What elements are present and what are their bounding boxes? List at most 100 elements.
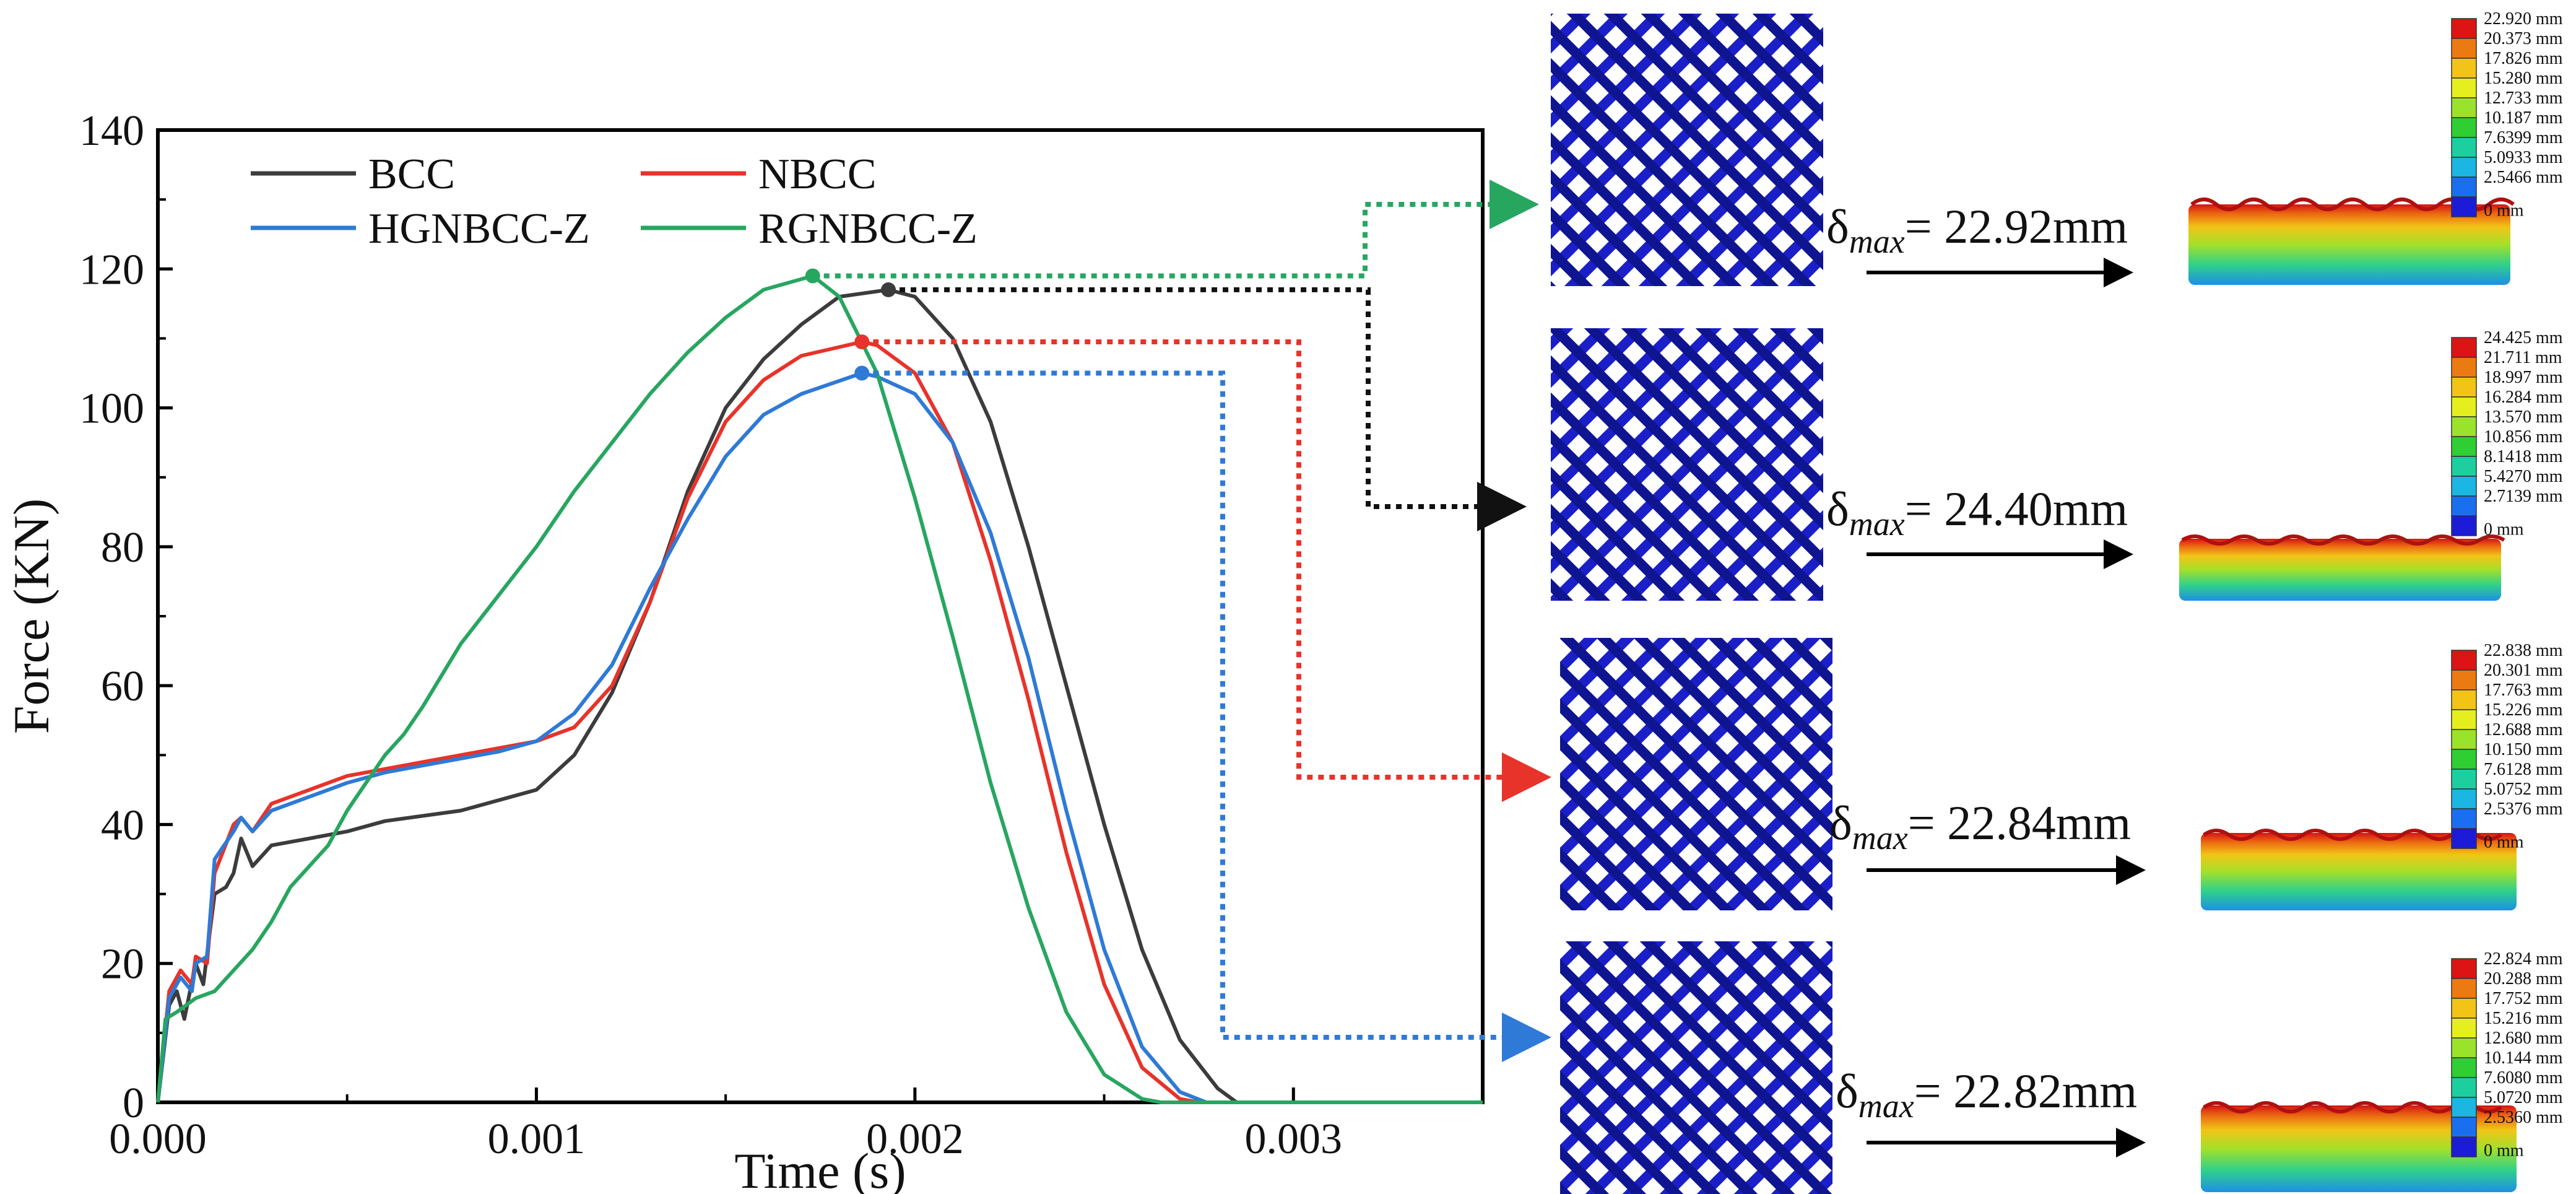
colorbar-label: 10.187 mm [2484,108,2563,128]
colorbar-label: 2.5376 mm [2484,800,2563,819]
colorbar-label: 18.997 mm [2484,368,2563,387]
colorbar-label: 7.6080 mm [2484,1068,2563,1087]
colorbar-segment [2451,998,2477,1019]
peak-connector-bcc [888,287,1527,531]
colorbar-label: 15.226 mm [2484,700,2563,720]
axis-ticks [156,128,1295,1104]
colorbar-label: 2.5360 mm [2484,1108,2563,1127]
x-tick-label: 0.003 [1245,1115,1343,1163]
colorbar-label: 20.373 mm [2484,29,2563,48]
colorbar-label: 15.216 mm [2484,1009,2563,1028]
y-tick-label: 0 [123,1079,144,1127]
colorbar-segment [2451,788,2477,809]
delta-max-label: δmax= 24.40mm [1826,482,2128,543]
colorbar-label: 5.4270 mm [2484,467,2563,486]
x-tick-label: 0.000 [109,1115,207,1163]
colorbar-segment [2451,495,2477,516]
colorbar-segment [2451,515,2477,536]
x-tick-label: 0.001 [488,1115,586,1163]
colorbar-segment [2451,38,2477,59]
colorbar-segment [2451,709,2477,730]
colorbar-segment [2451,436,2477,457]
colorbar-label: 15.280 mm [2484,69,2563,88]
colorbar-segment [2451,377,2477,398]
series-line-bcc [156,287,1483,1104]
force-time-chart: 0.000 0.001 0.002 0.003 0 20 40 60 80 100 120 140 T… [3,107,1551,1194]
lattice-image [1551,14,1823,286]
colorbar-segment [2451,978,2477,999]
y-tick-label: 120 [79,246,144,294]
colorbar-segment [2451,1018,2477,1039]
colorbar-label: 17.752 mm [2484,989,2563,1008]
colorbar-segment [2451,1077,2477,1098]
colorbar-segment [2451,97,2477,118]
colorbar-segment [2451,769,2477,790]
legend-label-nbcc: NBCC [758,150,877,198]
y-tick-label: 140 [79,107,144,155]
colorbar-segment [2451,476,2477,497]
colorbar-label: 8.1418 mm [2484,447,2563,466]
colorbar-label: 10.856 mm [2484,427,2563,447]
colorbar-segment [2451,117,2477,138]
colorbar-segment [2451,137,2477,158]
colorbar-label: 21.711 mm [2484,348,2562,367]
colorbar-segment [2451,337,2477,358]
colorbar-segment [2451,1037,2477,1058]
colorbar-segment [2451,1097,2477,1118]
y-tick-label: 80 [101,524,144,572]
colorbar-label: 0 mm [2484,832,2524,852]
x-axis-title: Time (s) [734,1143,906,1194]
y-tick-label: 20 [101,941,144,988]
colorbar-segment [2451,58,2477,79]
colorbar-label: 5.0752 mm [2484,780,2563,799]
colorbar-segment [2451,357,2477,378]
colorbar-label: 5.0720 mm [2484,1088,2563,1107]
delta-max-label: δmax= 22.92mm [1826,199,2128,260]
colorbar-segment [2451,77,2477,98]
peak-connectors [812,180,1551,1062]
colorbar-label: 17.826 mm [2484,49,2563,68]
colorbar-label: 22.920 mm [2484,9,2563,28]
legend-label-hgnbcc-z: HGNBCC-Z [368,205,590,253]
series-line-nbcc [156,340,1483,1104]
peak-markers [805,268,896,381]
colorbar-segment [2451,1136,2477,1157]
peak-marker-nbcc [854,334,870,350]
colorbar-label: 10.144 mm [2484,1048,2563,1068]
colorbar-label: 24.425 mm [2484,328,2563,347]
lattice-image [1560,638,1832,910]
colorbar-label: 22.824 mm [2484,949,2563,969]
peak-connector-rgnbcc-z [812,180,1539,279]
colorbar-label: 7.6128 mm [2484,760,2563,779]
colorbar-segment [2451,650,2477,671]
lattice-image [1551,328,1823,601]
colorbar-label: 12.733 mm [2484,89,2563,108]
y-axis-title: Force (KN) [3,499,59,734]
colorbar-segment [2451,176,2477,198]
colorbar-label: 10.150 mm [2484,740,2563,759]
colorbar-label: 2.7139 mm [2484,487,2563,506]
colorbar-segment [2451,808,2477,829]
colorbar-segment [2451,689,2477,710]
colorbar-label: 0 mm [2484,201,2524,220]
colorbar-segment [2451,456,2477,477]
colorbar-label: 17.763 mm [2484,681,2563,700]
series-lines [156,274,1483,1104]
colorbar-segment [2451,196,2477,217]
colorbar-segment [2451,416,2477,437]
colorbar-label: 20.301 mm [2484,661,2563,680]
peak-marker-rgnbcc-z [805,268,820,284]
colorbar-label: 13.570 mm [2484,407,2563,427]
colorbar-label: 7.6399 mm [2484,128,2563,147]
colorbar-label: 20.288 mm [2484,969,2563,988]
tick-labels: 0.000 0.001 0.002 0.003 0 20 40 60 80 100 120 140 [79,107,1342,1163]
colorbar-label: 2.5466 mm [2484,168,2563,187]
colorbar-segment [2451,958,2477,979]
colorbar-segment [2451,729,2477,750]
